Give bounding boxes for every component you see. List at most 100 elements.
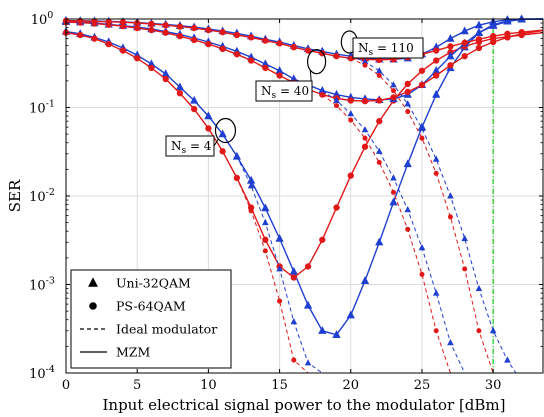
- series-circle-ideal: [205, 125, 309, 374]
- circle-marker: [504, 30, 511, 37]
- circle-marker: [405, 109, 411, 115]
- circle-marker: [333, 53, 340, 60]
- y-axis-label: SER: [6, 179, 24, 212]
- circle-marker: [433, 170, 439, 176]
- circle-marker: [162, 22, 169, 29]
- circle-marker: [119, 47, 127, 54]
- triangle-marker: [190, 95, 199, 104]
- circle-marker: [376, 118, 383, 125]
- circle-marker: [219, 29, 226, 36]
- series-line: [65, 20, 544, 61]
- circle-marker: [433, 57, 440, 64]
- circle-marker: [89, 302, 97, 310]
- circle-marker: [148, 20, 155, 28]
- triangle-marker: [289, 74, 298, 83]
- circle-marker: [319, 236, 326, 243]
- circle-marker: [462, 266, 468, 272]
- series-line: [65, 18, 544, 336]
- circle-marker: [262, 64, 269, 72]
- triangle-marker: [275, 66, 284, 74]
- circle-marker: [262, 236, 269, 243]
- circle-marker: [190, 36, 198, 44]
- triangle-marker: [390, 174, 397, 181]
- triangle-marker: [346, 310, 355, 319]
- circle-marker: [276, 40, 283, 47]
- triangle-marker: [475, 284, 483, 292]
- triangle-marker: [375, 147, 383, 154]
- triangle-marker: [219, 130, 226, 137]
- triangle-marker: [332, 89, 341, 98]
- circle-marker: [362, 135, 368, 141]
- x-tick-label: 30: [485, 378, 502, 393]
- circle-marker: [277, 298, 283, 304]
- circle-marker: [348, 55, 354, 61]
- circle-marker: [134, 24, 141, 32]
- triangle-marker: [460, 26, 469, 35]
- triangle-marker: [432, 155, 440, 162]
- triangle-marker: [318, 326, 327, 334]
- triangle-marker: [175, 82, 185, 91]
- triangle-marker: [390, 81, 397, 88]
- triangle-marker: [389, 197, 398, 206]
- series-triangle-ideal: [318, 86, 466, 374]
- circle-marker: [77, 31, 84, 39]
- circle-marker: [233, 31, 241, 39]
- triangle-marker: [332, 330, 341, 338]
- annotations: Ns = 4 Ns = 40 Ns = 110: [165, 30, 424, 157]
- circle-marker: [190, 24, 198, 32]
- circle-marker: [105, 40, 112, 48]
- circle-marker: [404, 88, 411, 96]
- triangle-marker: [247, 182, 255, 189]
- triangle-marker: [461, 234, 468, 242]
- circle-marker: [475, 44, 483, 52]
- annotation-pointer: [213, 138, 219, 147]
- triangle-marker: [432, 289, 440, 296]
- circle-marker: [105, 18, 112, 25]
- circle-marker: [433, 328, 439, 334]
- series-circle-ideal: [348, 55, 494, 374]
- triangle-marker: [360, 276, 370, 284]
- triangle-marker: [404, 205, 412, 213]
- circle-marker: [234, 175, 240, 181]
- triangle-marker: [432, 66, 441, 74]
- circle-marker: [205, 40, 212, 48]
- circle-marker: [119, 19, 127, 26]
- triangle-marker: [289, 266, 298, 275]
- x-tick-label: 15: [271, 378, 288, 393]
- circle-marker: [291, 357, 297, 363]
- circle-marker: [405, 226, 411, 232]
- circle-marker: [134, 19, 141, 27]
- legend-label: MZM: [116, 345, 150, 360]
- series-layer: [61, 14, 544, 374]
- legend-label: PS-64QAM: [116, 299, 186, 314]
- circle-marker: [418, 67, 426, 74]
- triangle-marker: [447, 338, 454, 346]
- triangle-marker: [447, 192, 454, 199]
- triangle-marker: [517, 14, 526, 23]
- circle-marker: [461, 39, 468, 46]
- circle-marker: [333, 204, 340, 211]
- circle-marker: [176, 23, 184, 30]
- legend: Uni-32QAM PS-64QAM Ideal modulator MZM: [70, 269, 232, 369]
- circle-marker: [376, 97, 383, 104]
- annotation-ellipse: [307, 49, 327, 75]
- x-tick-label: 10: [200, 378, 217, 393]
- triangle-marker: [489, 327, 497, 334]
- circle-marker: [447, 62, 454, 69]
- triangle-marker: [275, 233, 284, 242]
- circle-marker: [348, 117, 354, 123]
- circle-marker: [447, 214, 453, 220]
- circle-marker: [162, 75, 169, 83]
- triangle-marker: [418, 124, 426, 131]
- circle-marker: [390, 94, 397, 101]
- circle-marker: [419, 271, 425, 277]
- annotation-label: Ns = 110: [358, 41, 414, 58]
- circle-marker: [220, 148, 226, 154]
- circle-marker: [134, 55, 141, 62]
- circle-marker: [404, 80, 411, 88]
- triangle-marker: [504, 356, 511, 363]
- circle-marker: [262, 37, 269, 44]
- triangle-marker: [318, 86, 326, 94]
- triangle-marker: [432, 89, 441, 98]
- x-tick-label: 25: [414, 378, 431, 393]
